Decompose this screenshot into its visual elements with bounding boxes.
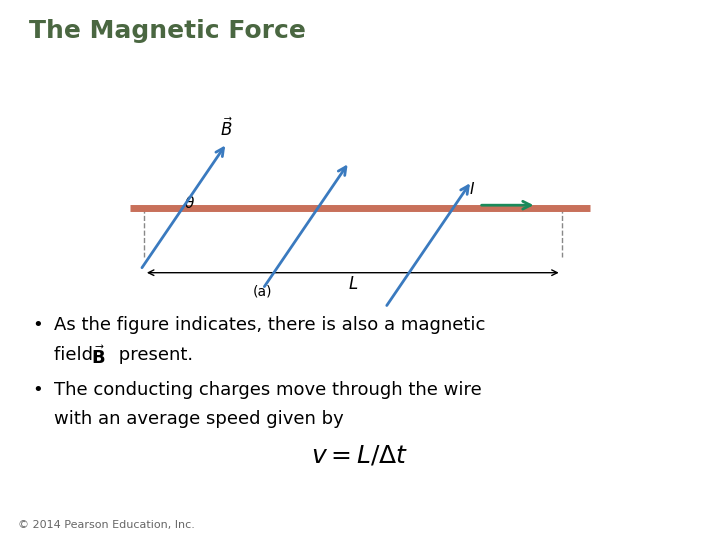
Text: © 2014 Pearson Education, Inc.: © 2014 Pearson Education, Inc. [18,520,195,530]
Text: $v = L/\Delta t$: $v = L/\Delta t$ [311,444,409,468]
Text: •: • [32,316,43,334]
Text: •: • [32,381,43,399]
Text: with an average speed given by: with an average speed given by [54,410,343,428]
Text: field: field [54,346,99,363]
Text: $I$: $I$ [469,181,474,197]
Text: As the figure indicates, there is also a magnetic: As the figure indicates, there is also a… [54,316,485,334]
Text: $\theta$: $\theta$ [184,194,194,211]
Text: (a): (a) [253,285,273,299]
Text: $\vec{B}$: $\vec{B}$ [220,118,233,140]
Text: The conducting charges move through the wire: The conducting charges move through the … [54,381,482,399]
Text: $L$: $L$ [348,275,358,293]
Text: The Magnetic Force: The Magnetic Force [29,19,306,43]
Text: present.: present. [113,346,193,363]
Text: $\vec{\mathbf{B}}$: $\vec{\mathbf{B}}$ [91,346,106,368]
